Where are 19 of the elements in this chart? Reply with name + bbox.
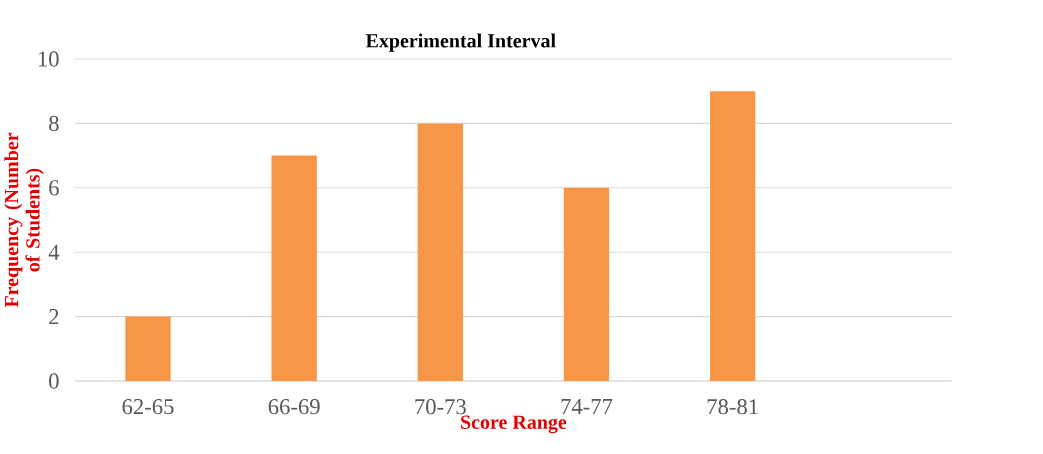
y-tick-label: 0 — [49, 373, 59, 389]
bar — [125, 316, 171, 381]
y-tick-label: 4 — [48, 244, 60, 260]
bar — [710, 91, 756, 381]
bar — [271, 155, 317, 381]
bar — [417, 123, 463, 381]
chart-title: Experimental Interval — [365, 33, 556, 52]
y-axis-title: Frequency (Number of Students) — [4, 132, 44, 308]
y-tick-label: 8 — [49, 115, 59, 132]
x-tick-label: 62-65 — [122, 399, 174, 415]
y-tick-label: 10 — [38, 51, 59, 67]
x-tick-label: 74-77 — [561, 399, 613, 414]
x-tick-label: 78-81 — [707, 399, 758, 415]
y-tick-label: 2 — [49, 309, 59, 325]
x-tick-label: 66-69 — [268, 399, 320, 415]
bar — [563, 187, 610, 381]
y-tick-label: 6 — [49, 180, 59, 196]
x-axis-title: Score Range — [461, 415, 567, 434]
x-tick-label: 70-73 — [415, 399, 466, 415]
